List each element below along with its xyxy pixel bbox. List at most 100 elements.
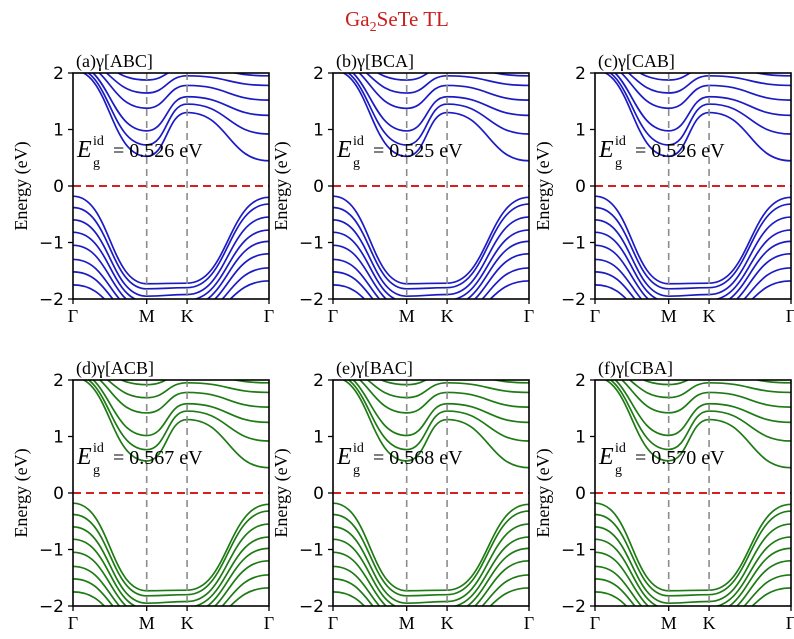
conduction-band bbox=[347, 380, 529, 451]
conduction-band bbox=[366, 380, 529, 399]
y-axis-label: Energy (eV) bbox=[11, 141, 32, 230]
y-tick-label: −1 bbox=[561, 234, 586, 254]
valence-band bbox=[595, 267, 791, 299]
y-tick-label: −1 bbox=[39, 234, 64, 254]
y-tick-label: 0 bbox=[313, 177, 324, 197]
valence-band bbox=[595, 523, 791, 605]
valence-band bbox=[73, 559, 269, 606]
y-tick-label: 0 bbox=[53, 484, 64, 504]
x-tick-label: M bbox=[399, 613, 415, 633]
conduction-band bbox=[81, 73, 269, 162]
y-tick-label: 1 bbox=[53, 121, 64, 141]
valence-band bbox=[333, 216, 529, 298]
gap-superscript: id bbox=[615, 441, 626, 456]
gap-superscript: id bbox=[93, 441, 104, 456]
y-tick-label: −2 bbox=[299, 597, 324, 617]
y-tick-label: 0 bbox=[313, 484, 324, 504]
conduction-band bbox=[613, 73, 791, 132]
x-tick-label: Γ bbox=[328, 613, 338, 633]
gap-value-label: = 0.570 eV bbox=[635, 447, 725, 469]
gap-value-label: = 0.568 eV bbox=[373, 447, 463, 469]
x-tick-label: Γ bbox=[264, 306, 274, 326]
y-axis-label: Energy (eV) bbox=[271, 448, 292, 537]
y-tick-label: −2 bbox=[561, 290, 586, 310]
conduction-band bbox=[609, 380, 791, 451]
y-tick-label: 1 bbox=[53, 428, 64, 448]
valence-band bbox=[73, 547, 269, 606]
x-tick-label: Γ bbox=[264, 613, 274, 633]
valence-band bbox=[73, 574, 269, 606]
x-tick-label: Γ bbox=[786, 306, 794, 326]
panel-title: (c)γ[CAB] bbox=[598, 51, 675, 72]
x-tick-label: Γ bbox=[328, 306, 338, 326]
conduction-band bbox=[603, 380, 791, 469]
valence-band bbox=[73, 267, 269, 299]
conduction-band bbox=[365, 73, 529, 94]
valence-band bbox=[73, 252, 269, 299]
y-tick-label: −1 bbox=[39, 541, 64, 561]
panel-title: (a)γ[ABC] bbox=[76, 51, 153, 72]
conduction-band bbox=[98, 73, 269, 110]
band-structure bbox=[73, 73, 269, 299]
valence-band bbox=[333, 280, 529, 299]
valence-band bbox=[595, 587, 791, 606]
gap-subscript: g bbox=[353, 156, 360, 171]
valence-band bbox=[333, 510, 529, 597]
y-tick-label: −2 bbox=[39, 290, 64, 310]
gap-subscript: g bbox=[615, 156, 622, 171]
band-structure bbox=[595, 380, 791, 606]
valence-band bbox=[595, 559, 791, 606]
valence-band bbox=[73, 587, 269, 606]
valence-band bbox=[73, 523, 269, 605]
valence-band bbox=[595, 536, 791, 606]
valence-band bbox=[595, 547, 791, 606]
valence-band bbox=[595, 280, 791, 299]
valence-band bbox=[333, 547, 529, 606]
y-tick-label: 0 bbox=[53, 177, 64, 197]
y-tick-label: 1 bbox=[313, 121, 324, 141]
valence-band bbox=[333, 523, 529, 605]
y-tick-label: 1 bbox=[575, 121, 586, 141]
valence-band bbox=[73, 502, 269, 592]
x-tick-label: M bbox=[661, 306, 677, 326]
gap-subscript: g bbox=[615, 463, 622, 478]
x-tick-label: Γ bbox=[786, 613, 794, 633]
x-tick-label: K bbox=[441, 613, 454, 633]
panel-title: (e)γ[BAC] bbox=[336, 358, 413, 379]
valence-band bbox=[333, 536, 529, 606]
gap-superscript: id bbox=[353, 441, 364, 456]
figure-title-rest: SeTe TL bbox=[377, 7, 449, 31]
valence-band bbox=[73, 216, 269, 298]
x-tick-label: M bbox=[399, 306, 415, 326]
conduction-band bbox=[341, 73, 529, 162]
valence-band bbox=[73, 510, 269, 597]
x-tick-label: K bbox=[181, 613, 194, 633]
valence-band bbox=[595, 252, 791, 299]
gap-symbol: E bbox=[598, 444, 614, 470]
valence-band bbox=[333, 203, 529, 290]
conduction-band bbox=[628, 380, 791, 399]
x-tick-label: Γ bbox=[524, 613, 534, 633]
gap-superscript: id bbox=[93, 134, 104, 149]
valence-band bbox=[73, 229, 269, 299]
conduction-band bbox=[603, 73, 791, 162]
valence-band bbox=[73, 280, 269, 299]
x-tick-label: Γ bbox=[68, 613, 78, 633]
panel-title: (b)γ[BCA] bbox=[336, 51, 414, 72]
gap-value-label: = 0.526 eV bbox=[113, 140, 203, 162]
gap-superscript: id bbox=[353, 134, 364, 149]
valence-band bbox=[73, 203, 269, 290]
figure-title-subscript: 2 bbox=[370, 20, 377, 35]
y-tick-label: −2 bbox=[299, 290, 324, 310]
conduction-band bbox=[341, 380, 529, 469]
valence-band bbox=[333, 574, 529, 606]
gap-value-label: = 0.526 eV bbox=[635, 140, 725, 162]
conduction-band bbox=[98, 380, 269, 414]
conduction-band bbox=[91, 73, 269, 132]
valence-band bbox=[73, 240, 269, 299]
x-tick-label: K bbox=[703, 306, 716, 326]
gap-subscript: g bbox=[353, 463, 360, 478]
